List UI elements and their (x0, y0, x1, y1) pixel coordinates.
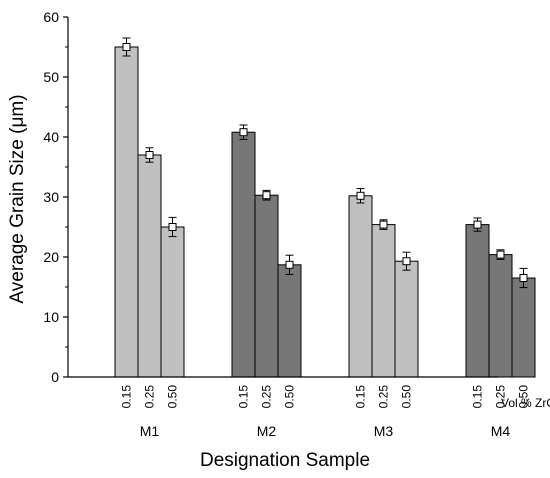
group-label: M4 (491, 423, 511, 439)
bar (511, 277, 536, 378)
mean-marker (145, 151, 154, 159)
y-axis-title: Average Grain Size (μm) (7, 94, 28, 303)
bar (160, 226, 185, 378)
bar-label: 0.50 (166, 385, 180, 409)
bar-label: 0.15 (237, 385, 251, 409)
mean-marker (239, 128, 248, 137)
bar (371, 224, 396, 378)
bar-label: 0.25 (143, 385, 157, 409)
y-tick-label: 10 (43, 309, 59, 325)
bar (394, 260, 419, 378)
bar-label: 0.50 (283, 385, 297, 409)
bar-label: 0.50 (517, 385, 531, 409)
bar (137, 154, 162, 378)
axes: 0 10 20 30 40 50 60 0.15 0.25 0.50 M1 0.15 0.25 0.50 M… (43, 9, 530, 439)
mean-marker (356, 191, 365, 200)
bar (488, 254, 513, 378)
x-unit-label: Vol % ZrO₂ (501, 396, 550, 410)
bar-label: 0.50 (400, 385, 414, 409)
bar-label: 0.15 (120, 385, 134, 409)
y-tick-label: 50 (43, 69, 59, 85)
mean-marker (402, 257, 411, 266)
mean-marker (122, 43, 131, 51)
bar (348, 195, 373, 378)
bar (254, 194, 279, 378)
bar-label: 0.15 (354, 385, 368, 409)
bar (114, 46, 139, 378)
bar-label: 0.15 (471, 385, 485, 409)
group-label: M3 (374, 423, 394, 439)
labels: Average Grain Size (μm) Designation Samp… (7, 94, 550, 471)
y-tick-label: 40 (43, 129, 59, 145)
mean-marker (519, 274, 528, 282)
mean-marker (168, 223, 177, 231)
bar (231, 131, 256, 378)
mean-marker (473, 220, 482, 229)
bar (465, 224, 490, 378)
mean-marker (285, 260, 294, 269)
y-tick-label: 20 (43, 249, 59, 265)
y-tick-label: 0 (51, 369, 59, 385)
y-tick-label: 60 (43, 9, 59, 25)
plot-area (114, 37, 536, 378)
group-label: M2 (257, 423, 277, 439)
mean-marker (262, 191, 271, 200)
bar (277, 264, 302, 378)
mean-marker (496, 250, 505, 259)
x-axis-title: Designation Sample (200, 450, 370, 471)
bar-label: 0.25 (377, 385, 391, 409)
bar-label: 0.25 (260, 385, 274, 409)
bar-label: 0.25 (494, 385, 508, 409)
group-label: M1 (140, 423, 160, 439)
mean-marker (379, 220, 388, 229)
y-tick-label: 30 (43, 189, 59, 205)
